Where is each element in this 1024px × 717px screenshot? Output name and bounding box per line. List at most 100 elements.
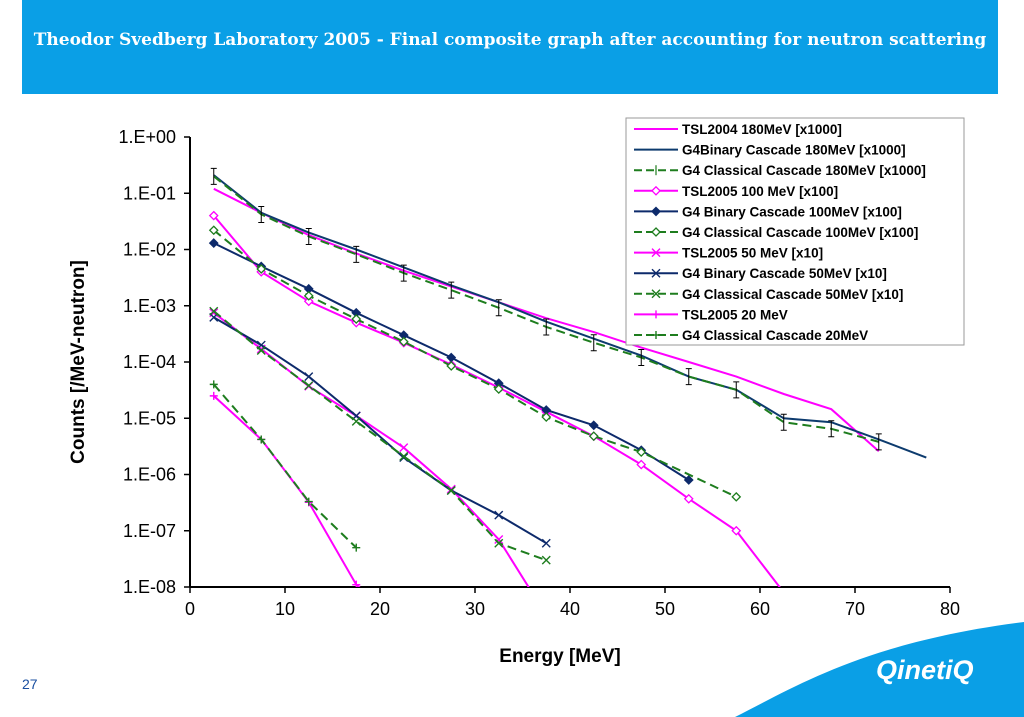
series-line <box>213 187 880 452</box>
series-line <box>213 174 927 459</box>
data-point <box>209 380 218 389</box>
legend-label: G4 Binary Cascade 50MeV [x10] <box>682 266 887 281</box>
plot-area <box>208 167 927 587</box>
data-point <box>351 314 362 324</box>
legend-label: TSL2005 20 MeV <box>682 307 788 322</box>
data-point <box>731 491 742 502</box>
series-7 <box>209 308 530 587</box>
data-point <box>541 538 551 548</box>
legend-label: TSL2004 180MeV [x1000] <box>682 122 842 137</box>
y-tick-label: 1.E-03 <box>123 296 176 316</box>
legend-item: G4 Classical Cascade 50MeV [x10] <box>634 287 903 302</box>
data-point <box>399 443 409 453</box>
legend-item: G4 Classical Cascade 180MeV [x1000] <box>634 163 926 178</box>
x-tick-label: 10 <box>275 599 295 619</box>
data-point <box>588 431 599 442</box>
data-point <box>256 346 266 356</box>
data-point <box>399 451 409 461</box>
series-2 <box>213 174 927 459</box>
legend-item: G4 Classical Cascade 20MeV <box>634 328 868 343</box>
legend-label: G4 Binary Cascade 100MeV [x100] <box>682 204 902 219</box>
data-point <box>256 264 267 274</box>
data-point <box>352 580 361 587</box>
y-tick-label: 1.E-07 <box>123 521 176 541</box>
data-point <box>875 433 882 451</box>
legend-item: G4 Binary Cascade 100MeV [x100] <box>634 204 902 219</box>
series-3 <box>210 167 882 451</box>
data-point <box>685 368 692 386</box>
series-11 <box>209 380 361 552</box>
y-axis-label: Counts [/MeV-neutron] <box>68 260 89 464</box>
x-axis-label: Energy [MeV] <box>499 646 620 667</box>
data-point <box>731 525 742 536</box>
series-line <box>213 310 547 562</box>
qinetiq-logo: QinetiQ <box>876 655 974 685</box>
data-point <box>638 349 645 367</box>
data-point <box>543 318 550 336</box>
legend-item: G4 Classical Cascade 100MeV [x100] <box>634 225 918 240</box>
data-point <box>446 361 457 371</box>
data-point <box>828 420 835 438</box>
legend-marker <box>651 185 661 196</box>
data-point <box>636 447 647 458</box>
x-tick-label: 50 <box>655 599 675 619</box>
x-tick-label: 70 <box>845 599 865 619</box>
data-point <box>208 210 219 221</box>
legend-marker <box>651 248 661 258</box>
data-point <box>209 306 219 316</box>
legend-marker <box>652 310 660 319</box>
x-tick-label: 0 <box>185 599 195 619</box>
legend-item: TSL2005 100 MeV [x100] <box>634 184 838 199</box>
legend-marker <box>651 206 661 217</box>
series-6 <box>208 225 742 502</box>
data-point <box>353 245 360 263</box>
data-point <box>210 167 217 185</box>
x-tick-label: 30 <box>465 599 485 619</box>
data-point <box>446 485 456 495</box>
legend-label: TSL2005 50 MeV [x10] <box>682 246 823 261</box>
data-point <box>494 534 504 544</box>
x-tick-label: 80 <box>940 599 960 619</box>
data-point <box>304 372 314 382</box>
data-point <box>636 459 647 470</box>
data-point <box>733 381 740 399</box>
data-point <box>305 228 312 246</box>
series-line <box>213 316 547 545</box>
x-tick-label: 40 <box>560 599 580 619</box>
legend-label: TSL2005 100 MeV [x100] <box>682 184 838 199</box>
legend-item: TSL2004 180MeV [x1000] <box>634 122 842 137</box>
data-point <box>494 538 504 548</box>
x-tick-label: 20 <box>370 599 390 619</box>
x-tick-label: 60 <box>750 599 770 619</box>
data-point <box>683 475 694 485</box>
data-point <box>494 510 504 520</box>
data-point <box>495 299 502 317</box>
legend-marker <box>651 227 661 237</box>
data-point <box>351 416 361 426</box>
data-point <box>588 420 599 431</box>
y-tick-label: 1.E-01 <box>123 183 176 203</box>
data-point <box>258 205 265 223</box>
legend-item: TSL2005 20 MeV <box>634 307 788 322</box>
y-tick-label: 1.E-02 <box>123 240 176 260</box>
series-line <box>213 395 361 587</box>
data-point <box>590 334 597 352</box>
header-band: Theodor Svedberg Laboratory 2005 - Final… <box>22 0 998 94</box>
legend-box <box>625 117 965 346</box>
legend: TSL2004 180MeV [x1000] G4Binary Cascade 1… <box>625 117 965 346</box>
data-point <box>398 336 409 347</box>
series-9 <box>209 306 551 565</box>
legend-label: G4Binary Cascade 180MeV [x1000] <box>682 143 906 158</box>
data-point <box>683 493 694 504</box>
legend-item: TSL2005 50 MeV [x10] <box>634 246 823 261</box>
legend-label: G4 Classical Cascade 180MeV [x1000] <box>682 163 926 178</box>
data-point <box>209 391 218 400</box>
legend-marker <box>651 289 661 299</box>
legend-label: G4 Classical Cascade 20MeV <box>682 328 868 343</box>
legend-item: G4 Binary Cascade 50MeV [x10] <box>634 266 887 281</box>
legend-label: G4 Classical Cascade 50MeV [x10] <box>682 287 903 302</box>
data-point <box>208 238 219 249</box>
data-point <box>352 543 361 552</box>
series-line <box>213 312 530 587</box>
data-point <box>304 381 314 391</box>
